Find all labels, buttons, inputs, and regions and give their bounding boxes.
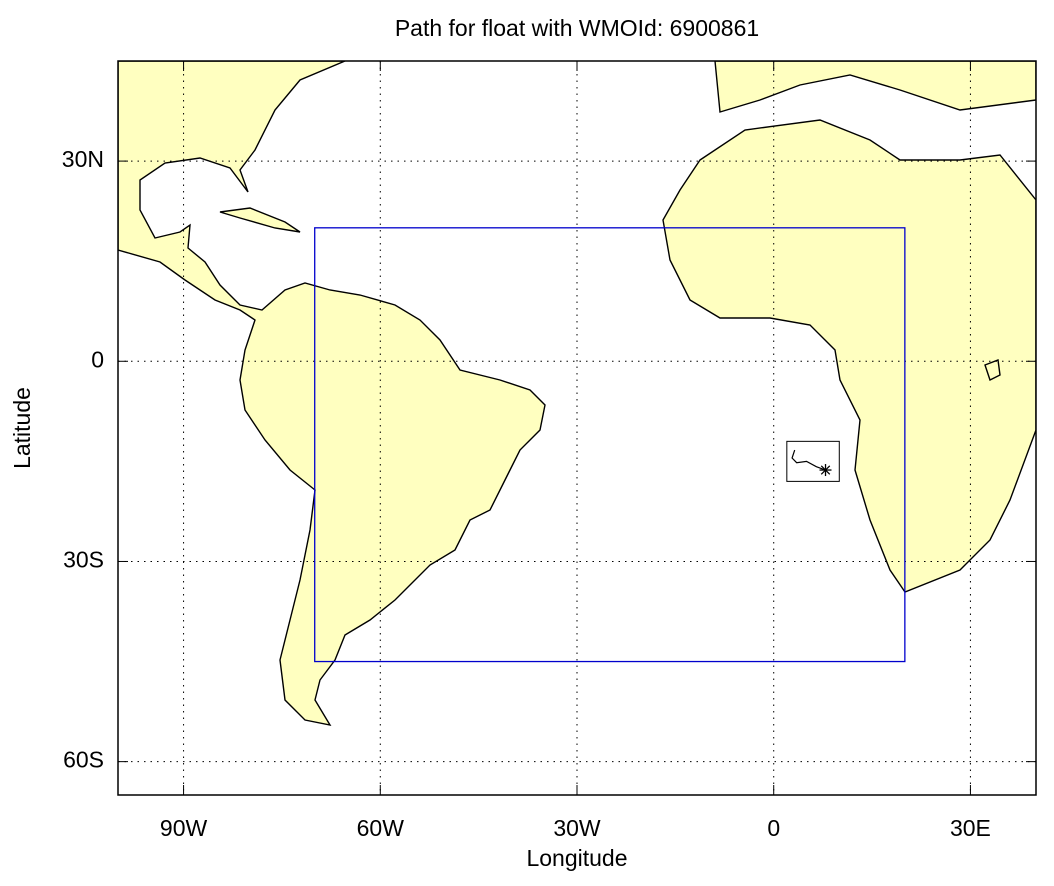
y-tick-label: 60S — [63, 747, 104, 773]
chart-title: Path for float with WMOId: 6900861 — [395, 15, 759, 41]
y-axis-label: Latitude — [9, 387, 35, 469]
cuba — [219, 207, 301, 233]
americas — [118, 61, 546, 726]
track-box — [786, 440, 840, 482]
region-box — [314, 227, 906, 663]
x-tick-label: 60W — [357, 815, 405, 841]
x-tick-label: 30E — [950, 815, 991, 841]
europe — [714, 61, 1036, 113]
africa — [662, 119, 1036, 593]
x-tick-label: 90W — [160, 815, 208, 841]
axes — [118, 61, 1036, 795]
x-tick-label: 0 — [767, 815, 780, 841]
x-axis-label: Longitude — [526, 845, 627, 871]
y-tick-label: 30N — [62, 146, 104, 172]
float-last-position — [819, 464, 832, 477]
y-tick-label: 30S — [63, 547, 104, 573]
star-stroke — [820, 465, 831, 475]
float-track — [791, 449, 826, 471]
madagascar — [984, 359, 1001, 381]
x-tick-label: 30W — [553, 815, 601, 841]
y-tick-label: 0 — [91, 346, 104, 372]
land — [118, 61, 1036, 726]
plot-frame — [117, 60, 1037, 796]
